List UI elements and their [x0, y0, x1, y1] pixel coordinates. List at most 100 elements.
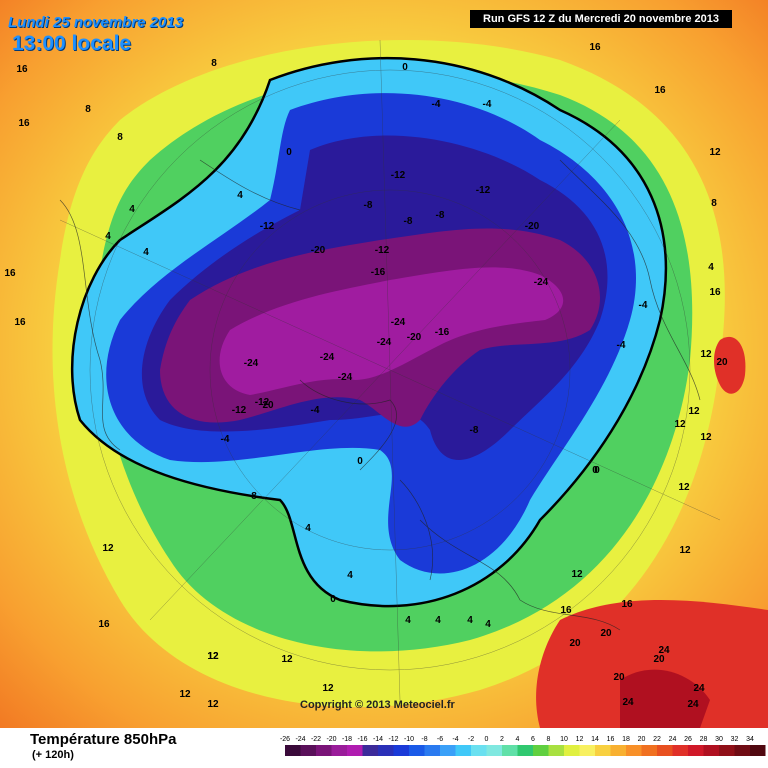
color-scale-tick-label: 10	[560, 736, 568, 743]
color-scale-tick-label: 34	[746, 736, 754, 743]
isotherm-label: 4	[129, 204, 135, 215]
map-canvas: 16 8 16 8 8 4 4 0 -4 -4 0 -12 -8 -12 -8 -8 -12 -20 -12 -16 -…	[0, 0, 768, 728]
isotherm-label: 12	[207, 651, 219, 662]
isotherm-label: 12	[207, 651, 219, 662]
color-scale-tick-label: 20	[638, 736, 646, 743]
lead-time: (+ 120h)	[32, 749, 74, 761]
color-scale-swatch	[657, 745, 673, 756]
color-scale-swatch	[409, 745, 425, 756]
color-scale-swatch	[331, 745, 347, 756]
isotherm-label: 16	[18, 118, 30, 129]
magenta-core	[219, 267, 564, 395]
isotherm-label: -20	[525, 221, 540, 232]
coastlines	[59, 159, 701, 631]
isotherm-label: 16	[14, 317, 26, 328]
isotherm-label: 8	[251, 491, 257, 502]
color-scale-swatch	[316, 745, 332, 756]
color-scale-swatch	[734, 745, 750, 756]
isotherm-label: 12	[709, 147, 721, 158]
color-scale-swatch	[471, 745, 487, 756]
isotherm-label: -8	[436, 210, 445, 221]
isotherm-label: 12	[281, 654, 293, 665]
color-scale-swatch	[378, 745, 394, 756]
color-scale-tick-label: 14	[591, 736, 599, 743]
isotherm-label: 0	[594, 465, 600, 476]
isotherm-label: 20	[600, 628, 612, 639]
variable-title: Température 850hPa	[30, 731, 177, 748]
color-scale-tick-label: -16	[357, 736, 367, 743]
color-scale-tick-label: 26	[684, 736, 692, 743]
isotherm-label: 12	[688, 406, 700, 417]
isotherm-label: 12	[674, 419, 686, 430]
valid-date-title: Lundi 25 novembre 2013	[8, 14, 184, 31]
color-scale-tick-label: 12	[576, 736, 584, 743]
isotherm-label: 20	[613, 672, 625, 683]
isotherm-label: 24	[658, 645, 670, 656]
isotherm-label: -4	[639, 300, 648, 311]
isotherm-label: -24	[244, 358, 259, 369]
red-zone-east	[714, 336, 746, 394]
isotherm-label: 8	[85, 104, 91, 115]
color-scale-tick-label: -14	[373, 736, 383, 743]
isotherm-label: 20	[262, 400, 274, 411]
isotherm-label: 4	[467, 615, 473, 626]
color-scale-tick-label: -4	[452, 736, 458, 743]
isotherm-label: -12	[391, 170, 406, 181]
color-scale-tick-label: 28	[700, 736, 708, 743]
isotherm-label: -4	[483, 99, 492, 110]
isotherm-label: 0	[357, 456, 363, 467]
color-scale-tick-label: 24	[669, 736, 677, 743]
isotherm-label: 4	[435, 615, 441, 626]
isotherm-label: -4	[432, 99, 441, 110]
color-scale-tick-label: 4	[516, 736, 520, 743]
isotherm-label: -20	[311, 245, 326, 256]
isotherm-label: 0	[592, 465, 598, 476]
isotherm-label: 16	[4, 268, 16, 279]
color-scale-swatch	[440, 745, 456, 756]
isotherm-label: -12	[476, 185, 491, 196]
color-scale-tick-label: -10	[404, 736, 414, 743]
isotherm-label: 12	[102, 543, 114, 554]
color-scale-swatch	[362, 745, 378, 756]
temperature-map: 16 8 16 8 8 4 4 0 -4 -4 0 -12 -8 -12 -8 -8 -12 -20 -12 -16 -…	[0, 0, 768, 728]
color-scale-tick-label: -22	[311, 736, 321, 743]
map-footer: Température 850hPa (+ 120h) -26 -24 -22 -20…	[0, 728, 768, 768]
isotherm-label: -4	[617, 340, 626, 351]
color-scale-tick-label: 2	[500, 736, 504, 743]
isotherm-label: -16	[435, 327, 450, 338]
color-scale-swatch	[672, 745, 688, 756]
isotherm-label: 24	[622, 697, 634, 708]
isotherm-label: 12	[679, 545, 691, 556]
isotherm-label: 0	[330, 594, 336, 605]
color-scale-swatch	[579, 745, 595, 756]
isotherm-label: 12	[678, 482, 690, 493]
isotherm-label: 0	[402, 62, 408, 73]
color-scale-swatch	[626, 745, 642, 756]
isotherm-label: 20	[716, 357, 728, 368]
color-scale-tick-label: -20	[326, 736, 336, 743]
color-scale-swatch	[285, 745, 301, 756]
color-scale-swatch	[548, 745, 564, 756]
color-scale-tick-label: 22	[653, 736, 661, 743]
isotherm-label: -24	[338, 372, 353, 383]
isotherm-label: 4	[305, 523, 311, 534]
color-scale-tick-label: 0	[485, 736, 489, 743]
color-scale-tick-label: -26	[280, 736, 290, 743]
isotherm-label: -24	[320, 352, 335, 363]
isotherm-label: 16	[589, 42, 601, 53]
color-scale-swatch	[750, 745, 766, 756]
isotherm-label: -8	[470, 425, 479, 436]
red-zone-south	[536, 600, 768, 728]
isotherm-label: 4	[347, 570, 353, 581]
isotherm-label: 16	[654, 85, 666, 96]
isotherm-label: 12	[207, 699, 219, 710]
isotherm-label: -12	[232, 405, 247, 416]
isotherm-label: -12	[255, 397, 270, 408]
isotherm-label: -16	[371, 267, 386, 278]
isotherm-label: 12	[700, 432, 712, 443]
isotherm-label: 4	[405, 615, 411, 626]
color-scale-swatch	[610, 745, 626, 756]
isotherm-label: 24	[687, 699, 699, 710]
color-scale-swatch	[393, 745, 409, 756]
isotherm-label: 20	[569, 638, 581, 649]
